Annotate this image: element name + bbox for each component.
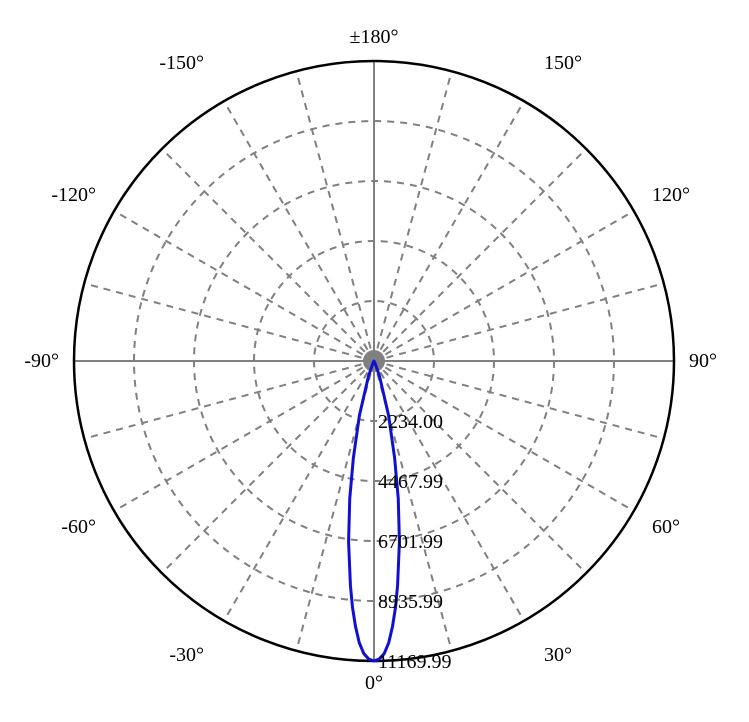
grid-spoke xyxy=(162,361,374,573)
radial-tick-label: 2234.00 xyxy=(378,411,443,433)
grid-spoke xyxy=(374,211,634,361)
grid-spoke xyxy=(374,149,586,361)
grid-spoke xyxy=(296,71,374,361)
angle-tick-label: 60° xyxy=(652,516,680,538)
angle-tick-label: -150° xyxy=(159,52,204,74)
grid-spoke xyxy=(374,101,524,361)
radial-tick-label: 11169.99 xyxy=(378,651,452,673)
grid-spoke xyxy=(162,149,374,361)
grid-spoke xyxy=(114,361,374,511)
angle-tick-label: -60° xyxy=(61,516,96,538)
grid-spoke xyxy=(374,283,664,361)
radial-tick-label: 8935.99 xyxy=(378,591,443,613)
angle-tick-label: 150° xyxy=(544,52,582,74)
angle-tick-label: 90° xyxy=(689,350,717,372)
angle-tick-label: -90° xyxy=(24,350,59,372)
radial-tick-label: 6701.99 xyxy=(378,531,443,553)
angle-tick-label: -30° xyxy=(169,644,204,666)
angle-tick-label: 120° xyxy=(652,184,690,206)
angle-tick-label: ±180° xyxy=(350,26,399,48)
grid-spoke xyxy=(224,101,374,361)
radial-tick-label: 4467.99 xyxy=(378,471,443,493)
grid-spoke xyxy=(374,71,452,361)
grid-spoke xyxy=(84,283,374,361)
angle-tick-label: 0° xyxy=(365,672,383,694)
grid-spoke xyxy=(84,361,374,439)
grid-spoke xyxy=(114,211,374,361)
angle-tick-label: 30° xyxy=(544,644,572,666)
polar-chart: 2234.00 4467.99 6701.99 8935.99 11169.99 ±180… xyxy=(0,0,749,722)
angle-tick-label: -120° xyxy=(51,184,96,206)
